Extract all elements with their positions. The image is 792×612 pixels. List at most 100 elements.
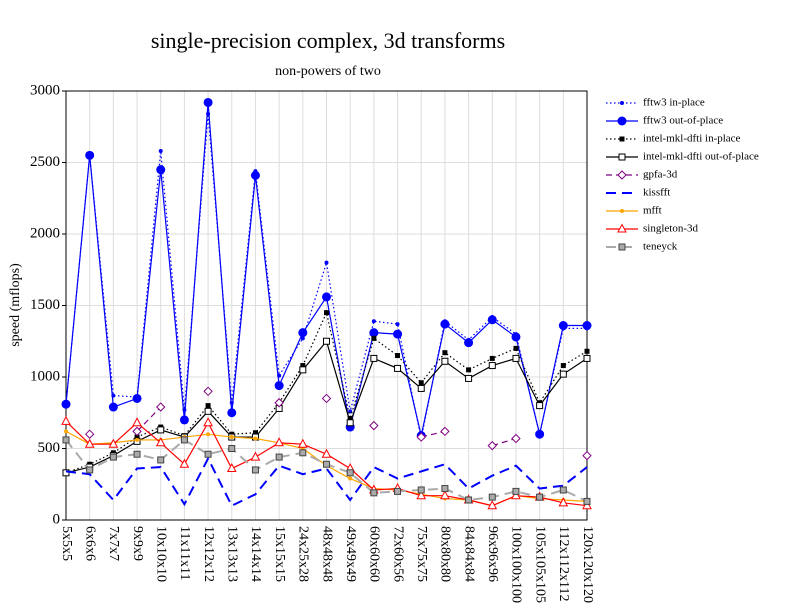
- point: [583, 354, 591, 362]
- point: [132, 393, 142, 403]
- point: [108, 402, 118, 412]
- point: [179, 458, 190, 468]
- point: [442, 350, 448, 356]
- y-tick-label: 0: [53, 511, 61, 527]
- point: [156, 402, 166, 412]
- point: [369, 328, 379, 338]
- point: [441, 357, 449, 365]
- point: [511, 332, 521, 342]
- point: [617, 223, 627, 233]
- plot-frame: [65, 90, 588, 521]
- point: [488, 362, 496, 370]
- point: [323, 337, 330, 345]
- point: [132, 426, 142, 437]
- x-tick-label: 105x105x105: [532, 526, 547, 603]
- point: [558, 321, 568, 331]
- point: [348, 476, 353, 481]
- point: [108, 438, 119, 448]
- point: [511, 433, 521, 444]
- point: [156, 165, 166, 175]
- point: [393, 329, 403, 339]
- y-tick-label: 1000: [30, 368, 60, 384]
- point: [416, 432, 426, 442]
- point: [512, 354, 520, 362]
- point: [440, 490, 450, 500]
- point: [535, 429, 545, 439]
- legend-label: teneyck: [643, 241, 678, 253]
- x-tick-label: 10x10x10: [154, 526, 169, 582]
- point: [158, 149, 163, 154]
- point: [204, 450, 212, 458]
- series-line: [421, 430, 446, 438]
- point: [440, 426, 450, 437]
- point: [86, 466, 94, 474]
- point: [582, 321, 592, 331]
- point: [394, 364, 402, 372]
- point: [84, 429, 95, 439]
- point: [417, 486, 425, 494]
- point: [323, 460, 330, 468]
- point: [513, 345, 519, 351]
- point: [395, 322, 400, 327]
- point: [204, 407, 212, 415]
- legend-label: gpfa-3d: [643, 169, 678, 181]
- point: [620, 101, 624, 105]
- legend-label: singleton-3d: [643, 223, 698, 235]
- x-tick-label: 49x49x49: [343, 526, 358, 582]
- series-line: [136, 406, 162, 432]
- point: [416, 490, 427, 500]
- x-tick-label: 11x11x11: [177, 526, 192, 580]
- point: [299, 366, 307, 374]
- point: [417, 384, 425, 392]
- point: [512, 487, 520, 495]
- point: [464, 338, 474, 348]
- point: [559, 370, 567, 378]
- y-tick-label: 2000: [30, 225, 60, 241]
- point: [62, 436, 70, 444]
- point: [324, 260, 329, 265]
- y-tick-label: 3000: [30, 82, 60, 98]
- point: [347, 415, 353, 421]
- x-tick-label: 7x7x7: [106, 526, 121, 561]
- point: [465, 496, 473, 504]
- point: [511, 490, 521, 500]
- y-axis-label: speed (mflops): [8, 263, 23, 347]
- legend-label: fftw3 in-place: [643, 97, 705, 109]
- point: [440, 319, 450, 329]
- point: [617, 170, 627, 180]
- point: [157, 456, 165, 464]
- point: [441, 485, 449, 493]
- point: [394, 487, 402, 495]
- point: [582, 450, 592, 461]
- point: [203, 386, 213, 397]
- point: [228, 445, 236, 452]
- point: [489, 355, 495, 361]
- point: [227, 408, 237, 418]
- point: [134, 434, 140, 440]
- point: [155, 437, 166, 447]
- point: [371, 335, 377, 341]
- point: [487, 440, 497, 451]
- point: [157, 426, 165, 434]
- point: [135, 437, 140, 442]
- legend-label: kissfft: [643, 187, 670, 199]
- point: [252, 430, 258, 436]
- y-tick-label: 500: [38, 440, 61, 456]
- point: [64, 429, 68, 434]
- point: [206, 432, 211, 437]
- legend-label: mfft: [643, 205, 662, 217]
- x-tick-label: 13x13x13: [225, 526, 240, 582]
- point: [321, 448, 332, 458]
- legend-label: fftw3 out-of-place: [643, 115, 723, 127]
- point: [251, 466, 259, 474]
- series-line: [492, 437, 517, 447]
- point: [180, 436, 188, 444]
- point: [321, 393, 332, 404]
- point: [298, 328, 308, 338]
- point: [226, 462, 237, 473]
- point: [559, 486, 567, 494]
- point: [536, 493, 544, 501]
- point: [618, 153, 626, 161]
- point: [395, 353, 401, 359]
